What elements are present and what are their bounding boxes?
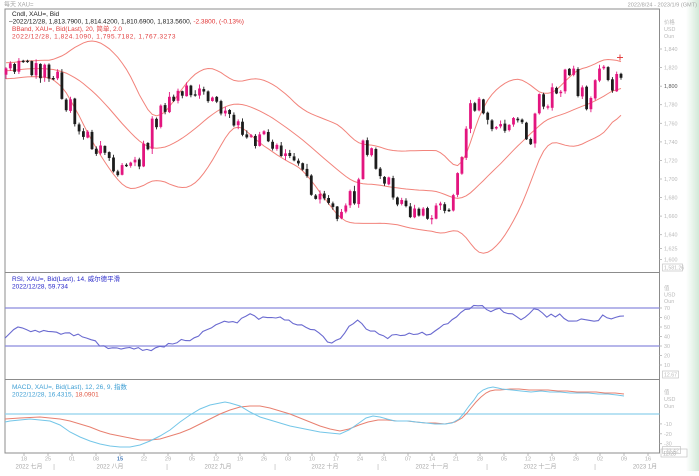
svg-text:2023 1月: 2023 1月 <box>633 464 657 471</box>
svg-text:14: 14 <box>429 457 435 463</box>
svg-text:15: 15 <box>117 457 123 463</box>
svg-text:1,660: 1,660 <box>664 214 678 220</box>
svg-text:40: 40 <box>664 335 670 341</box>
svg-text:-10: -10 <box>664 422 672 428</box>
svg-text:2022/12/28, 59.734: 2022/12/28, 59.734 <box>12 284 68 291</box>
svg-text:1,780: 1,780 <box>664 103 678 109</box>
svg-text:12: 12 <box>213 457 219 463</box>
svg-text:MACD, XAU=, Bid(Last), 12, 26: MACD, XAU=, Bid(Last), 12, 26, 9, 指数 <box>12 382 128 391</box>
svg-text:16: 16 <box>645 457 651 463</box>
svg-text:RSI, XAU=, Bid(Last), 14, 威尔德: RSI, XAU=, Bid(Last), 14, 威尔德平滑 <box>12 274 121 283</box>
svg-text:2022 十二月: 2022 十二月 <box>523 463 556 471</box>
svg-text:2022 十月: 2022 十月 <box>311 463 338 471</box>
svg-text:-20: -20 <box>664 432 672 438</box>
svg-text:2022 七月: 2022 七月 <box>15 463 42 471</box>
svg-text:|: | <box>274 465 276 471</box>
svg-text:19: 19 <box>237 457 243 463</box>
svg-text:Oun: Oun <box>664 404 674 410</box>
svg-text:2022/12/28, 16.4315, 18.0901: 2022/12/28, 16.4315, 18.0901 <box>12 392 99 399</box>
svg-text:1,680: 1,680 <box>664 196 678 202</box>
svg-text:USD: USD <box>664 293 675 299</box>
svg-text:Cndl, XAU=, Bid: Cndl, XAU=, Bid <box>12 11 60 18</box>
svg-text:|: | <box>166 465 168 471</box>
svg-text:2022/8/24 - 2023/1/9 (GMT): 2022/8/24 - 2023/1/9 (GMT) <box>628 3 697 9</box>
svg-text:25: 25 <box>45 457 51 463</box>
svg-text:每天 XAU=: 每天 XAU= <box>4 1 34 9</box>
svg-text:BBand, XAU=, Bid(Last), 20, 简单: BBand, XAU=, Bid(Last), 20, 简单, 2.0 <box>12 24 122 33</box>
svg-text:Oun: Oun <box>664 299 674 305</box>
svg-text:50: 50 <box>664 325 670 331</box>
svg-text:-33.42: -33.42 <box>664 448 679 454</box>
svg-text:19: 19 <box>549 457 555 463</box>
svg-text:价格: 价格 <box>664 18 675 26</box>
svg-text:03: 03 <box>285 457 291 463</box>
svg-text:12: 12 <box>525 457 531 463</box>
svg-text:1,581.26: 1,581.26 <box>664 266 684 272</box>
svg-text:1,700: 1,700 <box>664 177 678 183</box>
svg-text:1,640: 1,640 <box>664 233 678 239</box>
svg-text:20: 20 <box>664 354 670 360</box>
svg-text:1,800: 1,800 <box>664 84 678 90</box>
svg-text:2022 十一月: 2022 十一月 <box>415 463 448 471</box>
svg-text:-30: -30 <box>664 442 672 448</box>
svg-text:05: 05 <box>189 457 195 463</box>
svg-text:26: 26 <box>261 457 267 463</box>
svg-text:2022 八月: 2022 八月 <box>96 464 123 471</box>
svg-text:1,720: 1,720 <box>664 158 678 164</box>
svg-text:2022/12/28, 1,824.1090, 1,795.: 2022/12/28, 1,824.1090, 1,795.7182, 1,76… <box>12 34 176 41</box>
svg-text:70: 70 <box>664 306 670 312</box>
svg-text:60: 60 <box>664 316 670 322</box>
svg-text:01: 01 <box>69 457 75 463</box>
svg-text:18: 18 <box>21 457 27 463</box>
svg-text:1,840: 1,840 <box>664 47 678 53</box>
svg-text:值: 值 <box>664 284 670 292</box>
svg-text:|: | <box>377 465 379 471</box>
svg-text:12/28: 12/28 <box>663 452 676 458</box>
svg-text:09: 09 <box>621 457 627 463</box>
svg-text:1,600: 1,600 <box>664 258 678 264</box>
svg-text:1,740: 1,740 <box>664 140 678 146</box>
svg-text:–2022/12/28, 1,813.7900, 1,814: –2022/12/28, 1,813.7900, 1,814.4200, 1,8… <box>9 19 244 26</box>
svg-text:USD: USD <box>664 27 675 33</box>
svg-text:12.67: 12.67 <box>664 373 677 379</box>
svg-text:2022 九月: 2022 九月 <box>204 463 231 471</box>
svg-text:值: 值 <box>664 388 670 396</box>
svg-text:29: 29 <box>165 457 171 463</box>
svg-text:26: 26 <box>573 457 579 463</box>
svg-text:USD: USD <box>664 397 675 403</box>
svg-text:1,625: 1,625 <box>664 247 678 253</box>
svg-text:05: 05 <box>501 457 507 463</box>
svg-text:|: | <box>53 465 55 471</box>
svg-text:07: 07 <box>405 457 411 463</box>
svg-text:Oun: Oun <box>664 34 674 40</box>
svg-text:10: 10 <box>664 363 670 369</box>
svg-text:21: 21 <box>453 457 459 463</box>
svg-text:1,760: 1,760 <box>664 121 678 127</box>
svg-text:10: 10 <box>309 457 315 463</box>
svg-text:|: | <box>486 465 488 471</box>
svg-text:17: 17 <box>333 457 339 463</box>
svg-text:30: 30 <box>664 344 670 350</box>
svg-text:|: | <box>594 465 596 471</box>
svg-text:22: 22 <box>141 457 147 463</box>
svg-text:28: 28 <box>477 457 483 463</box>
svg-text:02: 02 <box>597 457 603 463</box>
svg-text:31: 31 <box>381 457 387 463</box>
svg-text:24: 24 <box>357 457 363 463</box>
svg-text:1,820: 1,820 <box>664 66 678 72</box>
svg-text:08: 08 <box>93 457 99 463</box>
